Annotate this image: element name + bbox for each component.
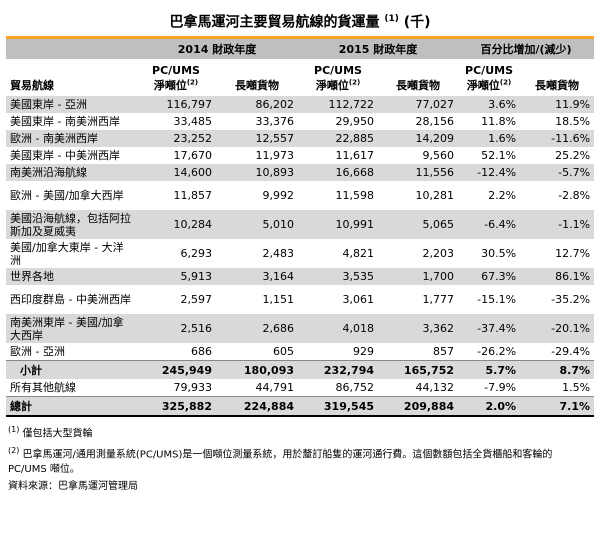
table-row: 美國東岸 - 南美洲西岸 33,485 33,376 29,950 28,156 11.8… — [6, 113, 595, 130]
header-longton-2015: 長噸貨物 — [378, 59, 459, 96]
table-row: 西印度群島 - 中美洲西岸 2,597 1,151 3,061 1,777 -15.1% -… — [6, 285, 595, 314]
header-pcums-2015: PC/UMS 淨噸位(2) — [298, 59, 379, 96]
others-row: 所有其他航線 79,933 44,791 86,752 44,132 -7.9% 1.5% — [6, 379, 595, 397]
table-row: 美國/加拿大東岸 - 大洋洲 6,293 2,483 4,821 2,203 30.5% 1… — [6, 239, 595, 268]
footnotes: (1) 僅包括大型貨輪 (2) 巴拿馬運河/通用測量系統(PC/UMS)是一個噸… — [8, 423, 592, 494]
table-row: 南美洲沿海航線 14,600 10,893 16,668 11,556 -12.4% -5.… — [6, 164, 595, 181]
cargo-table: 2014 財政年度 2015 財政年度 百分比增加/(減少) 貿易航線 PC/U… — [6, 39, 595, 417]
header-pcums-2014: PC/UMS 淨噸位(2) — [136, 59, 216, 96]
accent-bar — [6, 36, 594, 39]
total-row: 總計 325,882 224,884 319,545 209,884 2.0% 7.1% — [6, 396, 595, 417]
header-pct: 百分比增加/(減少) — [458, 39, 595, 59]
table-row: 歐洲 - 亞洲 686 605 929 857 -26.2% -29.4% — [6, 343, 595, 361]
title-unit: (千) — [403, 14, 431, 31]
table-row: 南美洲東岸 - 美國/加拿大西岸 2,516 2,686 4,018 3,362 -37.… — [6, 314, 595, 343]
subtotal-row: 小計 245,949 180,093 232,794 165,752 5.7% 8.7% — [6, 360, 595, 379]
table-row: 歐洲 - 美國/加拿大西岸 11,857 9,992 11,598 10,281 2.2%… — [6, 181, 595, 210]
header-columns: 貿易航線 PC/UMS 淨噸位(2) 長噸貨物 PC/UMS 淨噸位(2) 長噸貨物… — [6, 59, 595, 96]
header-2015: 2015 財政年度 — [298, 39, 459, 59]
header-years: 2014 財政年度 2015 財政年度 百分比增加/(減少) — [6, 39, 595, 59]
header-route: 貿易航線 — [6, 59, 136, 96]
title-text: 巴拿馬運河主要貿易航線的貨運量 — [169, 14, 380, 31]
page-title: 巴拿馬運河主要貿易航線的貨運量 (1) (千) — [0, 8, 600, 31]
footnote-1: (1) 僅包括大型貨輪 — [8, 425, 93, 440]
table-row: 美國東岸 - 亞洲 116,797 86,202 112,722 77,027 3.6% 1… — [6, 96, 595, 113]
table-row: 世界各地 5,913 3,164 3,535 1,700 67.3% 86.1% — [6, 268, 595, 285]
table-row: 美國沿海航線，包括阿拉斯加及夏威夷 10,284 5,010 10,991 5,065-… — [6, 210, 595, 239]
header-longton-pct: 長噸貨物 — [520, 59, 595, 96]
header-longton-2014: 長噸貨物 — [216, 59, 299, 96]
header-2014: 2014 財政年度 — [136, 39, 299, 59]
header-blank — [6, 39, 136, 59]
table-row: 美國東岸 - 中美洲西岸 17,670 11,973 11,617 9,560 52.1%… — [6, 147, 595, 164]
footnote-2: (2) 巴拿馬運河/通用測量系統(PC/UMS)是一個噸位測量系統，用於釐訂船隻… — [8, 446, 553, 475]
table-row: 歐洲 - 南美洲西岸 23,252 12,557 22,885 14,209 1.6% -1… — [6, 130, 595, 147]
source-note: 資料來源：巴拿馬運河管理局 — [8, 480, 138, 492]
title-note: (1) — [384, 14, 399, 24]
header-pcums-pct: PC/UMS 淨噸位(2) — [458, 59, 521, 96]
